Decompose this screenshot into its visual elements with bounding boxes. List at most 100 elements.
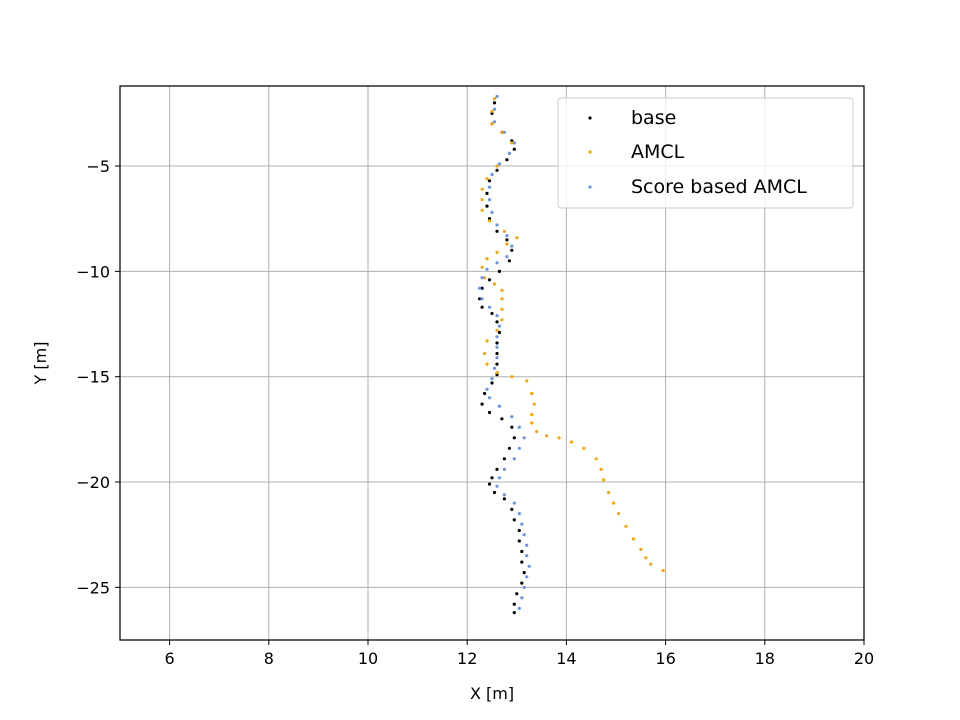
- data-point: [495, 314, 499, 318]
- data-point: [497, 330, 501, 335]
- data-point: [502, 130, 506, 134]
- data-point: [525, 554, 529, 558]
- data-points: [478, 94, 665, 615]
- data-point: [485, 204, 489, 208]
- legend-label-score-amcl: Score based AMCL: [631, 176, 807, 198]
- data-point: [478, 297, 482, 301]
- data-point: [487, 410, 492, 415]
- data-point: [487, 482, 492, 486]
- data-point: [495, 362, 499, 366]
- data-point: [497, 269, 501, 273]
- data-point: [502, 457, 506, 461]
- data-point: [495, 335, 499, 339]
- data-point: [520, 596, 524, 600]
- data-point: [515, 236, 519, 240]
- data-point: [487, 396, 492, 400]
- data-point: [520, 581, 524, 585]
- x-axis-label: X [m]: [470, 684, 514, 703]
- data-point: [530, 391, 534, 396]
- data-point: [492, 107, 497, 111]
- data-point: [485, 177, 489, 181]
- data-point: [557, 436, 561, 440]
- data-point: [480, 208, 484, 212]
- data-point: [517, 446, 521, 450]
- data-point: [490, 172, 494, 177]
- data-point: [497, 324, 501, 328]
- data-point: [510, 425, 514, 429]
- data-point: [495, 168, 499, 172]
- data-point: [485, 362, 489, 366]
- legend-label-base: base: [631, 107, 676, 129]
- data-point: [569, 440, 574, 444]
- data-point: [492, 97, 497, 101]
- data-point: [535, 429, 539, 434]
- x-tick-label: 12: [457, 649, 477, 668]
- data-point: [517, 425, 521, 429]
- data-point: [512, 611, 516, 615]
- data-point: [480, 402, 484, 406]
- data-point: [611, 501, 616, 505]
- data-point: [505, 234, 509, 238]
- x-tick-label: 16: [655, 649, 675, 668]
- data-point: [490, 311, 494, 316]
- data-point: [522, 585, 526, 589]
- data-point: [512, 436, 516, 440]
- data-point: [487, 305, 492, 309]
- legend-marker-base: [588, 116, 592, 120]
- data-point: [490, 377, 494, 381]
- data-point: [512, 518, 516, 522]
- data-point: [495, 345, 499, 349]
- data-point: [661, 568, 665, 573]
- data-point: [485, 257, 489, 261]
- data-point: [500, 297, 504, 301]
- data-point: [480, 286, 484, 290]
- data-point: [495, 229, 499, 233]
- data-point: [517, 606, 521, 611]
- data-point: [483, 351, 487, 356]
- series-0: [478, 101, 526, 615]
- data-point: [525, 543, 529, 547]
- data-point: [495, 320, 499, 324]
- data-point: [512, 602, 516, 606]
- data-point: [522, 436, 526, 440]
- data-point: [495, 370, 499, 375]
- data-point: [522, 533, 526, 537]
- data-point: [602, 478, 606, 482]
- x-tick-label: 14: [556, 649, 576, 668]
- data-point: [480, 276, 484, 280]
- data-point: [512, 141, 516, 145]
- data-point: [487, 179, 492, 183]
- data-point: [525, 379, 529, 383]
- data-point: [545, 434, 549, 438]
- x-tick-label: 10: [358, 649, 378, 668]
- data-point: [490, 381, 494, 385]
- data-point: [480, 187, 484, 191]
- data-point: [490, 476, 494, 480]
- data-point: [480, 198, 484, 202]
- data-point: [495, 467, 499, 471]
- data-point: [624, 524, 628, 528]
- x-tick-label: 8: [264, 649, 274, 668]
- data-point: [515, 592, 519, 596]
- legend-box: [557, 97, 854, 209]
- data-point: [532, 402, 536, 406]
- data-point: [495, 94, 499, 99]
- data-point: [495, 356, 499, 360]
- data-point: [594, 457, 598, 461]
- data-point: [500, 307, 504, 311]
- data-point: [510, 244, 514, 248]
- data-point: [497, 476, 501, 480]
- data-point: [582, 446, 586, 450]
- data-point: [485, 339, 489, 343]
- data-point: [639, 547, 643, 552]
- data-point: [502, 493, 506, 497]
- data-point: [480, 305, 484, 309]
- y-tick-label: −5: [86, 157, 110, 176]
- data-point: [485, 191, 489, 195]
- y-tick-label: −10: [76, 262, 110, 281]
- data-point: [649, 562, 653, 566]
- data-point: [525, 575, 529, 579]
- data-point: [487, 198, 492, 202]
- data-point: [478, 286, 482, 290]
